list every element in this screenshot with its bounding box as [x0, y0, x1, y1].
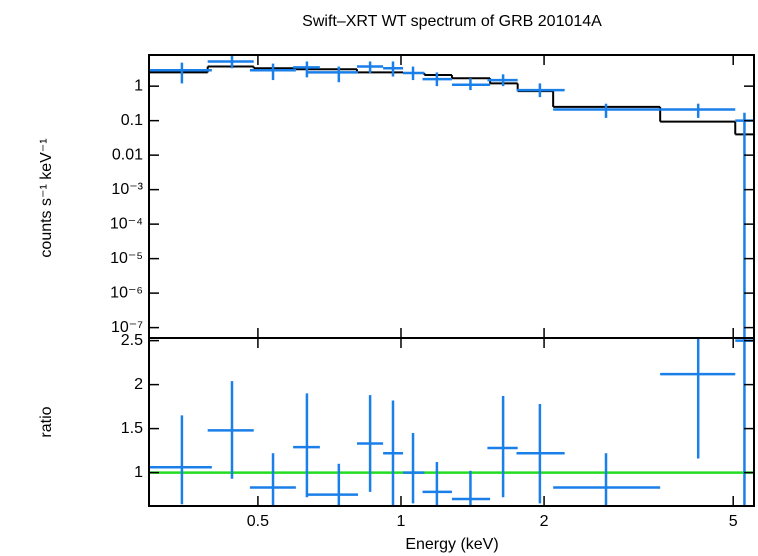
ratio-plot: [149, 338, 754, 506]
chart-title: Swift–XRT WT spectrum of GRB 201014A: [302, 13, 602, 30]
plot-frame: [148, 54, 755, 339]
x-tick-label: 0.5: [247, 513, 269, 530]
y-tick-label: 2: [134, 376, 143, 393]
y-axis-label: ratio: [38, 406, 55, 437]
y-tick-label: 10⁻⁵: [110, 250, 143, 267]
x-tick-label: 1: [397, 513, 406, 530]
y-axis-label: counts s⁻¹ keV⁻¹: [38, 138, 55, 257]
y-tick-label: 1: [134, 77, 143, 94]
top-plot: [149, 55, 754, 338]
x-tick-label: 2: [540, 513, 549, 530]
y-tick-label: 10⁻⁴: [110, 215, 143, 232]
y-tick-label: 0.1: [121, 112, 143, 129]
axes: 1 0.1 0.01 10⁻³ 10⁻⁴ 10⁻⁵ 10⁻⁶ 10⁻⁷ 1 1.5 2 2.5 0.5 1…: [110, 54, 755, 530]
y-tick-label: 10⁻⁶: [110, 284, 143, 301]
y-tick-label: 2.5: [121, 332, 143, 349]
x-tick-label: 5: [729, 513, 738, 530]
y-tick-label: 10⁻⁷: [111, 319, 143, 336]
x-axis-label: Energy (keV): [405, 536, 498, 553]
y-tick-label: 1: [134, 464, 143, 481]
plot-frame: [148, 337, 755, 507]
y-tick-label: 1.5: [121, 420, 143, 437]
y-tick-label: 0.01: [112, 146, 143, 163]
y-tick-label: 10⁻³: [111, 181, 143, 198]
